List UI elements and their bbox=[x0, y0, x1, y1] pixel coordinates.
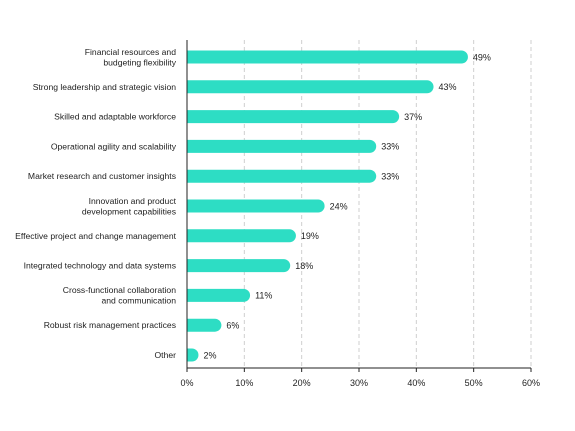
x-tick-label: 40% bbox=[407, 378, 425, 388]
x-tick-label: 30% bbox=[350, 378, 368, 388]
bar-value-label: 33% bbox=[381, 172, 399, 182]
category-label: Other bbox=[155, 350, 177, 360]
bars bbox=[187, 50, 468, 362]
category-label: Integrated technology and data systems bbox=[24, 261, 176, 271]
bar-value-label: 11% bbox=[255, 291, 272, 301]
bar bbox=[187, 229, 296, 243]
bar bbox=[187, 318, 222, 332]
bar-value-label: 18% bbox=[295, 261, 313, 271]
bar bbox=[187, 348, 199, 362]
x-tick-label: 20% bbox=[293, 378, 311, 388]
category-label: Robust risk management practices bbox=[44, 320, 176, 330]
x-tick-label: 0% bbox=[180, 378, 193, 388]
category-label: Operational agility and scalability bbox=[51, 141, 177, 151]
category-label: Effective project and change management bbox=[15, 231, 176, 241]
bar bbox=[187, 288, 251, 302]
bar-value-label: 43% bbox=[439, 82, 457, 92]
bar bbox=[187, 199, 325, 213]
bar-value-label: 37% bbox=[404, 112, 422, 122]
bar-value-label: 6% bbox=[226, 321, 239, 331]
category-label: Market research and customer insights bbox=[28, 171, 176, 181]
x-tick-label: 50% bbox=[465, 378, 483, 388]
category-label: Cross-functional collaboration and commun… bbox=[63, 285, 176, 306]
category-label: Skilled and adaptable workforce bbox=[54, 112, 176, 122]
bar-value-label: 19% bbox=[301, 231, 319, 241]
bar-value-label: 2% bbox=[203, 350, 216, 360]
category-label: Innovation and product development capabi… bbox=[82, 196, 177, 217]
category-labels: 49% Financial resources and budgeting flex… bbox=[15, 47, 491, 361]
bar-value-label: 49% bbox=[473, 52, 491, 62]
bar-value-label: 24% bbox=[330, 201, 348, 211]
bar bbox=[187, 259, 291, 273]
x-tick-label: 60% bbox=[522, 378, 540, 388]
bar bbox=[187, 169, 377, 183]
category-label: Financial resources and budgeting flexibi… bbox=[85, 47, 177, 68]
x-tick-label: 10% bbox=[235, 378, 253, 388]
x-axis: 0% 10% 20% 30% 40% 50% 60% bbox=[180, 40, 540, 388]
bar bbox=[187, 80, 434, 94]
bar-value-label: 33% bbox=[381, 142, 399, 152]
bar bbox=[187, 110, 400, 124]
category-label: Strong leadership and strategic vision bbox=[33, 82, 177, 92]
bar bbox=[187, 50, 468, 64]
bar bbox=[187, 139, 377, 153]
